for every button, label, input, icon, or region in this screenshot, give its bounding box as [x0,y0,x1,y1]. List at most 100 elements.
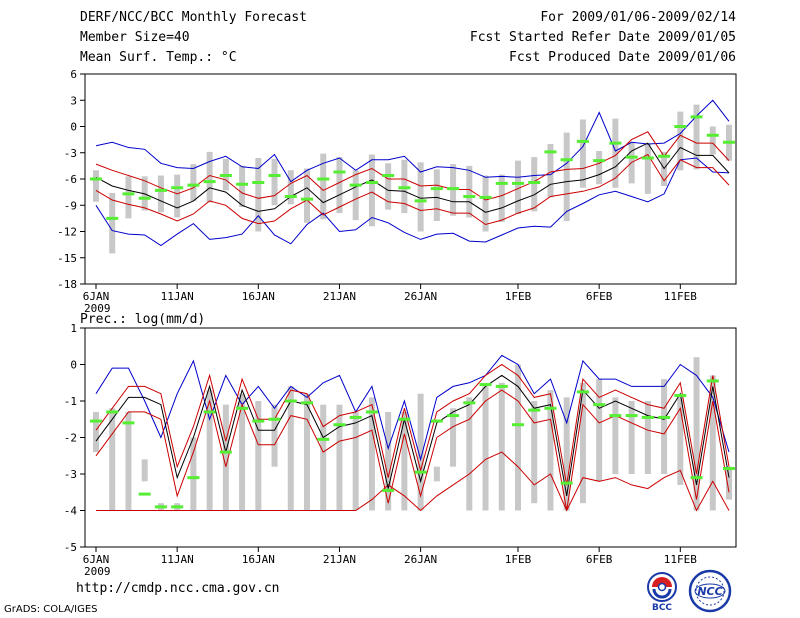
temp-median-mark [706,133,719,137]
temp-median-mark [690,115,703,119]
prec-xtick-label: 21JAN [323,553,356,566]
prec-box [579,382,586,504]
temp-box [498,174,505,222]
prec-box [93,411,99,453]
prec-box [482,386,489,511]
prec-xtick-label: 11FEB [664,553,697,566]
temp-box [466,165,473,218]
temp-ytick-label: 3 [70,94,77,107]
forecast-period: For 2009/01/06-2009/02/14 [540,10,736,25]
temp-median-mark [625,155,638,159]
temp-median-mark [544,150,557,154]
prec-box [726,466,732,500]
temp-median-mark [528,181,541,184]
prec-upper-line [95,354,730,462]
temp-ytick-label: 6 [70,68,77,81]
prec-xtick-label: 26JAN [404,553,437,566]
temp-median-mark [658,154,671,158]
prec-box [628,401,635,474]
prec-xtick-label: 1FEB [505,553,532,566]
temp-median-mark [187,183,200,187]
prec-median-mark [495,384,508,388]
prec-box [612,397,619,474]
temp-box [320,153,327,220]
prec-box [352,411,359,511]
temp-box [612,118,619,188]
website-url[interactable]: http://cmdp.ncc.cma.gov.cn [76,581,280,596]
temp-box [336,157,343,214]
prec-panel-title: Prec.: log(mm/d) [80,312,205,327]
prec-median-mark [219,450,232,454]
temp-median-mark [430,187,443,191]
temp-box [644,144,651,194]
prec-median-mark [317,437,330,441]
forecast-start-date: Fcst Started Refer Date 2009/01/05 [469,30,736,45]
grads-credit: GrADS: COLA/IGES [4,604,98,615]
prec-ytick-label: -5 [64,541,77,554]
prec-box [109,408,116,511]
prec-median-mark [268,417,281,421]
prec-median-mark [479,383,492,387]
temp-box [385,163,392,210]
prec-box [401,411,408,511]
prec-box [239,393,246,511]
temp-median-mark [609,141,622,145]
temp-box [255,158,262,232]
prec-box [222,404,229,511]
prec-box [709,375,716,511]
temp-median-mark [154,188,167,192]
temp-median-mark [138,196,151,200]
prec-median-mark [333,423,346,427]
temp-xtick-label: 11FEB [664,290,697,303]
prec-median-mark [138,492,151,496]
prec-xtick-label: 6FEB [586,553,613,566]
temp-box [579,119,586,188]
temp-ytick-label: -9 [64,199,77,212]
ncc-logo: NCC [688,569,732,613]
temp-median-mark [317,177,330,181]
prec-ytick-label: 1 [70,322,77,335]
header-left: DERF/NCC/BCC Monthly Forecast Member Siz… [80,8,307,68]
prec-median-mark [658,415,671,419]
prec-ytick-label: -2 [64,432,77,445]
prec-median-mark [414,470,427,474]
temp-median-mark [723,140,735,144]
temp-frame [84,73,737,285]
temp-box [417,162,424,232]
forecast-title: DERF/NCC/BCC Monthly Forecast [80,10,307,25]
temp-box [547,144,554,198]
prec-median-mark [171,505,184,509]
temp-median-mark [593,159,606,163]
temp-band-low-line [95,153,730,226]
prec-median-mark [528,408,541,412]
temp-median-mark [398,186,411,190]
temp-xtick-label: 1FEB [505,290,532,303]
temp-median-mark [268,174,281,177]
prec-median-mark [90,419,102,423]
prec-median-mark [463,401,476,405]
prec-band-high-line [95,363,730,485]
prec-median-mark [447,414,460,418]
prec-box [320,404,327,511]
temp-box [596,151,603,185]
temp-xtick-label: 26JAN [404,290,437,303]
prec-median-mark [609,414,622,418]
temp-box [287,170,294,205]
temp-upper-line [95,99,730,183]
temp-median-mark [560,158,573,162]
prec-box [125,411,132,511]
prec-median-mark [284,399,297,403]
temp-median-mark [495,181,508,185]
prec-box [450,408,457,467]
temp-median-mark [333,170,346,174]
prec-median-mark [365,410,378,414]
prec-box [206,390,213,511]
prec-median-mark [706,379,719,383]
prec-median-mark [187,476,200,480]
temp-box [190,164,197,201]
temp-ytick-label: -15 [57,252,77,265]
temp-box [157,175,164,213]
temp-box [531,157,538,212]
temp-mean-line [95,142,730,213]
member-size-label: Member Size=40 [80,30,190,45]
